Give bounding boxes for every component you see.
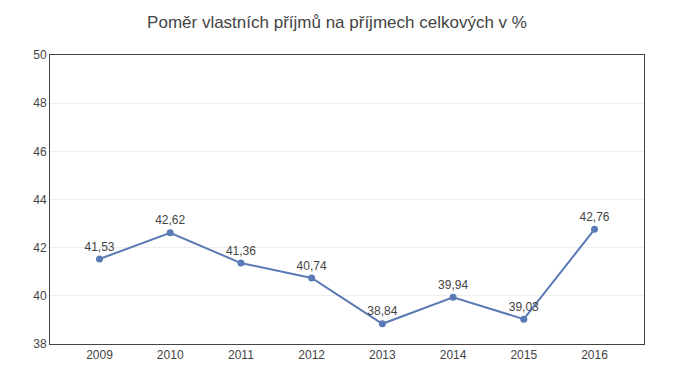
svg-text:38: 38: [33, 337, 47, 351]
svg-text:2010: 2010: [157, 348, 184, 362]
svg-text:2009: 2009: [86, 348, 113, 362]
svg-text:Poměr vlastních příjmů na příj: Poměr vlastních příjmů na příjmech celko…: [147, 13, 527, 32]
svg-text:44: 44: [33, 193, 47, 207]
svg-text:38,84: 38,84: [367, 304, 397, 318]
svg-text:48: 48: [33, 96, 47, 110]
svg-text:2016: 2016: [581, 348, 608, 362]
svg-text:40,74: 40,74: [297, 259, 327, 273]
svg-text:42,62: 42,62: [155, 213, 185, 227]
svg-text:42,76: 42,76: [579, 210, 609, 224]
svg-text:41,53: 41,53: [84, 240, 114, 254]
svg-text:40: 40: [33, 289, 47, 303]
svg-text:2015: 2015: [510, 348, 537, 362]
svg-text:39,03: 39,03: [509, 300, 539, 314]
svg-text:42: 42: [33, 241, 47, 255]
svg-text:2014: 2014: [440, 348, 467, 362]
svg-text:41,36: 41,36: [226, 244, 256, 258]
svg-text:2013: 2013: [369, 348, 396, 362]
svg-text:39,94: 39,94: [438, 278, 468, 292]
svg-text:50: 50: [33, 48, 47, 62]
svg-text:46: 46: [33, 145, 47, 159]
svg-text:2011: 2011: [228, 348, 254, 362]
svg-text:2012: 2012: [298, 348, 325, 362]
